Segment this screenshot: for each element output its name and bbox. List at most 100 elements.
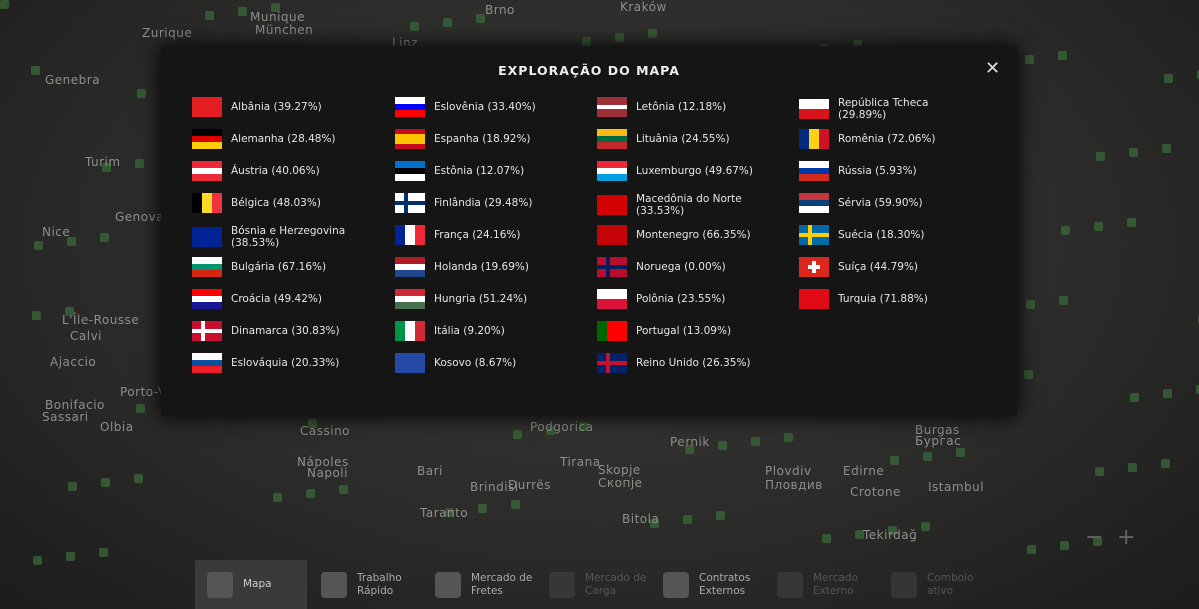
flag-stripe — [395, 225, 405, 245]
flag-icon — [395, 289, 425, 309]
country-label: Portugal (13.09%) — [636, 325, 732, 337]
map-icon — [1163, 389, 1172, 398]
map-label: Munique — [250, 10, 306, 24]
flag-icon — [395, 353, 425, 373]
map-label: Durrës — [508, 478, 551, 492]
nav-item[interactable]: Mapa — [195, 560, 307, 609]
flag-stripe — [415, 321, 425, 341]
flag-icon — [395, 225, 425, 245]
flag-cross — [597, 361, 627, 365]
country-label: Estônia (12.07%) — [434, 165, 525, 177]
flag-stripe — [192, 289, 222, 296]
flag-stripe — [607, 321, 617, 341]
nav-icon — [663, 571, 689, 598]
flag-stripe — [799, 193, 829, 200]
country-entry: Alemanha (28.48%) — [192, 129, 356, 149]
flag-icon — [192, 193, 222, 213]
flag-stripe — [395, 174, 425, 181]
flag-stripe — [819, 129, 829, 149]
flag-stripe — [617, 321, 627, 341]
country-entry: Portugal (13.09%) — [597, 321, 761, 341]
flag-stripe — [192, 174, 222, 181]
flag-stripe — [395, 97, 425, 104]
country-entry: Kosovo (8.67%) — [395, 353, 559, 373]
country-entry: Dinamarca (30.83%) — [192, 321, 356, 341]
flag-stripe — [192, 129, 222, 136]
country-label: Sérvia (59.90%) — [838, 197, 923, 209]
flag-stripe — [799, 289, 829, 309]
flag-stripe — [395, 144, 425, 149]
map-label: Nápoles — [297, 455, 349, 469]
zoom-button[interactable]: + — [1117, 525, 1136, 550]
flag-stripe — [395, 110, 425, 117]
country-entry: Reino Unido (26.35%) — [597, 353, 761, 373]
nav-label: Trabalho Rápido — [357, 572, 402, 598]
flag-icon — [395, 97, 425, 117]
map-label: Taranto — [420, 506, 469, 520]
modal-title: EXPLORAÇÃO DO MAPA — [498, 63, 680, 78]
nav-item[interactable]: Trabalho Rápido — [309, 560, 421, 609]
flag-stripe — [799, 174, 829, 181]
map-label: Calvi — [70, 329, 103, 343]
map-icon — [271, 3, 280, 12]
map-icon — [205, 11, 214, 20]
flag-stripe — [395, 295, 425, 303]
nav-item[interactable]: Contratos Externos — [651, 560, 763, 609]
map-label: L'Île-Rousse — [62, 313, 140, 327]
map-icon — [685, 445, 694, 454]
flag-stripe — [192, 366, 222, 373]
flag-stripe — [597, 135, 627, 143]
map-icon — [308, 419, 317, 428]
map-icon — [306, 489, 315, 498]
flag-stripe — [202, 193, 212, 213]
flag-icon — [597, 97, 627, 117]
map-label: Istambul — [928, 480, 985, 494]
map-icon — [68, 482, 77, 491]
flag-icon — [799, 129, 829, 149]
country-label: Suíça (44.79%) — [838, 261, 919, 273]
flag-icon — [799, 161, 829, 181]
country-label: Alemanha (28.48%) — [231, 133, 336, 145]
flag-stripe — [809, 129, 819, 149]
country-label: Suécia (18.30%) — [838, 229, 925, 241]
flag-stripe — [192, 257, 222, 264]
country-entry: Suécia (18.30%) — [799, 225, 963, 245]
map-icon — [546, 426, 555, 435]
nav-label-line: Comboio — [927, 571, 974, 584]
nav-item[interactable]: Mercado de Carga — [537, 560, 649, 609]
nav-label-line: Mercado de — [585, 571, 647, 584]
nav-label-line: Rápido — [357, 584, 394, 597]
zoom-button[interactable]: − — [1085, 525, 1104, 550]
country-label: República Tcheca (29.89%) — [838, 97, 929, 121]
nav-item[interactable]: Comboio ativo — [879, 560, 991, 609]
country-entry: França (24.16%) — [395, 225, 559, 245]
flag-stripe — [395, 129, 425, 134]
map-icon — [1026, 300, 1035, 309]
map-icon — [101, 478, 110, 487]
country-label: Reino Unido (26.35%) — [636, 357, 751, 369]
map-icon — [66, 552, 75, 561]
nav-label-line: Carga — [585, 584, 616, 597]
nav-label-line: Externos — [699, 584, 746, 597]
flag-stripe — [405, 225, 415, 245]
flag-icon — [597, 225, 627, 245]
exploration-modal: EXPLORAÇÃO DO MAPA ✕ Albânia (39.27%) Ale… — [161, 46, 1017, 416]
map-label: Olbia — [100, 420, 134, 434]
country-entry: Áustria (40.06%) — [192, 161, 356, 181]
nav-icon — [435, 571, 461, 598]
nav-item[interactable]: Mercado Externo — [765, 560, 877, 609]
country-entry: Montenegro (66.35%) — [597, 225, 761, 245]
nav-item[interactable]: Mercado de Fretes — [423, 560, 535, 609]
map-icon — [1094, 222, 1103, 231]
flag-stripe — [799, 161, 829, 168]
flag-stripe — [192, 302, 222, 309]
flag-icon — [597, 321, 627, 341]
map-label: München — [255, 23, 314, 37]
country-entry: Estônia (12.07%) — [395, 161, 559, 181]
nav-label-line: Trabalho — [357, 571, 402, 584]
map-label: Скопје — [598, 476, 643, 490]
map-label: Bari — [417, 464, 443, 478]
close-button[interactable]: ✕ — [985, 58, 1001, 79]
map-icon — [1129, 148, 1138, 157]
flag-stripe — [597, 167, 627, 175]
